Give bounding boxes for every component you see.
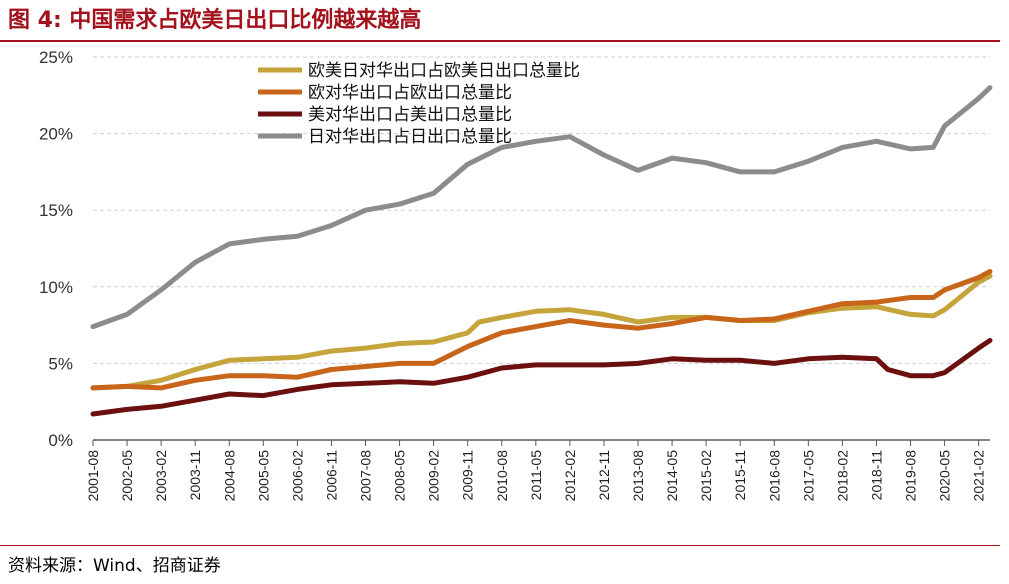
x-tick-label: 2010-08 <box>494 450 510 502</box>
gridlines <box>93 56 990 364</box>
x-tick-label: 2019-08 <box>903 450 919 502</box>
line-chart: 0% 5% 10% 15% 20% 25% 2001-08 2002-05 2003-02 200… <box>39 48 993 501</box>
x-tick-label: 2015-02 <box>698 450 714 502</box>
x-tick-label: 2014-05 <box>664 450 680 502</box>
x-tick-label: 2006-11 <box>323 450 339 501</box>
y-tick-label: 10% <box>39 278 73 297</box>
x-tick-label: 2002-05 <box>119 450 135 502</box>
y-tick-label: 5% <box>48 354 73 373</box>
legend-label-4: 日对华出口占日出口总量比 <box>308 127 512 147</box>
x-tick-label: 2003-11 <box>187 450 203 501</box>
legend-label-3: 美对华出口占美出口总量比 <box>308 105 512 125</box>
x-tick-label: 2007-08 <box>358 450 374 502</box>
x-tick-label: 2018-02 <box>834 450 850 502</box>
source-divider <box>0 545 1000 546</box>
title-divider <box>0 40 1000 42</box>
figure-title: 图 4: 中国需求占欧美日出口比例越来越高 <box>8 8 422 33</box>
axes: 0% 5% 10% 15% 20% 25% 2001-08 2002-05 2003-02 200… <box>39 48 990 501</box>
x-tick-label: 2013-08 <box>630 450 646 502</box>
legend: 欧美日对华出口占欧美日出口总量比欧对华出口占欧出口总量比美对华出口占美出口总量比… <box>258 61 580 147</box>
x-tick-label: 2020-05 <box>937 450 953 502</box>
y-tick-label: 15% <box>39 201 73 220</box>
y-tick-label: 20% <box>39 125 73 144</box>
x-tick-label: 2003-02 <box>153 450 169 502</box>
x-tick-label: 2017-05 <box>800 450 816 502</box>
series-line-1 <box>90 273 993 391</box>
x-tick-label: 2008-05 <box>392 450 408 502</box>
x-tick-label: 2006-02 <box>289 450 305 502</box>
source-note: 资料来源：Wind、招商证券 <box>8 556 221 576</box>
x-tick-label: 2018-11 <box>868 450 884 501</box>
x-tick-label: 2016-08 <box>766 450 782 502</box>
x-tick-label: 2012-02 <box>562 450 578 502</box>
y-tick-label: 0% <box>48 431 73 450</box>
series-line-2 <box>90 269 993 391</box>
y-tick-label: 25% <box>39 48 73 67</box>
x-tick-label: 2001-08 <box>85 450 101 502</box>
series-line-3 <box>90 337 993 417</box>
x-tick-label: 2005-05 <box>255 450 271 502</box>
x-tick-label: 2009-11 <box>460 450 476 501</box>
x-tick-label: 2021-02 <box>971 450 987 502</box>
x-tick-label: 2012-11 <box>596 450 612 501</box>
x-tick-label: 2004-08 <box>221 450 237 502</box>
x-tick-label: 2009-02 <box>426 450 442 502</box>
legend-label-1: 欧美日对华出口占欧美日出口总量比 <box>308 61 580 81</box>
series-lines <box>90 85 993 417</box>
legend-label-2: 欧对华出口占欧出口总量比 <box>308 83 512 103</box>
x-tick-label: 2011-05 <box>528 450 544 501</box>
series-line-4 <box>90 85 993 330</box>
x-tick-label: 2015-11 <box>732 450 748 501</box>
